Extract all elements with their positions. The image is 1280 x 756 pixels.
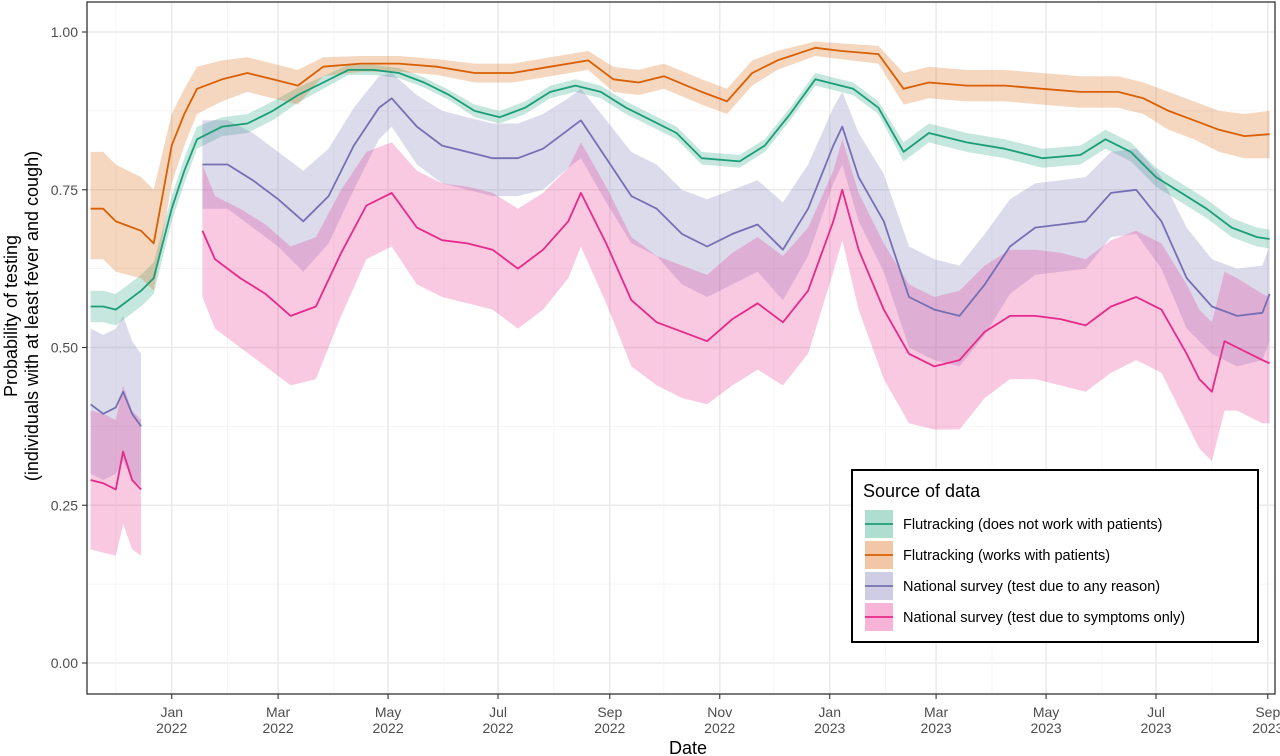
- series-4-line: [201, 188, 1270, 393]
- legend-items: Flutracking (does not work with patients…: [865, 510, 1185, 631]
- x-tick-label-year: 2022: [704, 720, 735, 736]
- x-tick-label-month: Sep: [1255, 704, 1280, 720]
- y-axis-title-line-1: Probability of testing: [1, 235, 21, 397]
- x-tick-label-year: 2022: [156, 720, 187, 736]
- y-tick-label: 0.50: [51, 340, 78, 356]
- y-tick-label: 1.00: [51, 24, 78, 40]
- series-lines: [90, 46, 1271, 491]
- series-3-line: [202, 97, 1271, 317]
- series-3-line: [90, 390, 142, 427]
- x-tick-label-month: May: [1033, 704, 1059, 720]
- series-4-line: [90, 450, 142, 491]
- series-1-line: [90, 69, 1270, 311]
- legend-label: Flutracking (does not work with patients…: [903, 517, 1163, 533]
- series-3-confidence-band: [90, 315, 142, 487]
- y-axis-title-line-2: (individuals with at least fever and cou…: [22, 151, 42, 481]
- x-tick-label-month: Jul: [1147, 704, 1165, 720]
- x-axis-title: Date: [669, 738, 707, 756]
- x-tick-label-year: 2023: [1140, 720, 1171, 736]
- x-tick-label-month: Sep: [597, 704, 622, 720]
- x-tick-label-year: 2022: [372, 720, 403, 736]
- x-tick-label-month: Mar: [924, 704, 948, 720]
- y-tick-label: 0.75: [51, 182, 78, 198]
- y-tick-label: 0.25: [51, 497, 78, 513]
- series-4-confidence-band: [90, 385, 142, 556]
- x-tick-label-year: 2023: [921, 720, 952, 736]
- x-tick-label-month: Jan: [818, 704, 841, 720]
- legend-title: Source of data: [863, 481, 981, 501]
- x-tick-label-month: Mar: [266, 704, 290, 720]
- series-2-line: [90, 46, 1270, 245]
- x-tick-label-month: May: [375, 704, 401, 720]
- series-4-confidence-band: [202, 139, 1270, 462]
- x-tick-label-month: Jul: [489, 704, 507, 720]
- x-tick-label-year: 2023: [1252, 720, 1280, 736]
- x-tick-label-month: Jan: [160, 704, 183, 720]
- legend-label: Flutracking (works with patients): [903, 548, 1110, 564]
- x-tick-label-year: 2023: [1030, 720, 1061, 736]
- legend-label: National survey (test due to symptoms on…: [903, 610, 1185, 626]
- series-3-confidence-band: [202, 73, 1270, 367]
- y-axis-ticks: 0.00 0.25 0.50 0.75 1.00: [51, 24, 87, 671]
- confidence-bands: [90, 41, 1270, 556]
- legend-box: [851, 469, 1259, 643]
- x-tick-label-month: Nov: [707, 704, 732, 720]
- legend-label: National survey (test due to any reason): [903, 579, 1160, 595]
- series-2-confidence-band: [90, 41, 1270, 291]
- x-axis-ticks: Jan2022Mar2022May2022Jul2022Sep2022Nov20…: [156, 694, 1280, 736]
- x-tick-label-year: 2022: [594, 720, 625, 736]
- x-tick-label-year: 2022: [263, 720, 294, 736]
- y-tick-label: 0.00: [51, 655, 78, 671]
- x-tick-label-year: 2022: [482, 720, 513, 736]
- legend: Source of data Flutracking (does not wor…: [851, 469, 1259, 643]
- x-tick-label-year: 2023: [814, 720, 845, 736]
